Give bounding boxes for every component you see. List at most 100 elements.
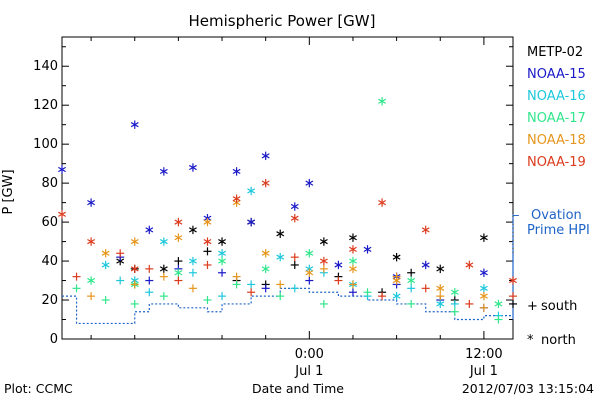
south-marker — [378, 292, 387, 301]
north-marker — [436, 284, 445, 293]
north-marker — [276, 252, 285, 262]
north-marker — [392, 291, 401, 301]
north-marker — [87, 276, 96, 285]
north-marker — [479, 291, 488, 301]
north-marker — [261, 151, 270, 161]
north-marker — [145, 225, 154, 235]
north-marker — [450, 288, 459, 297]
north-marker — [261, 264, 270, 274]
north-marker — [392, 276, 401, 285]
plot-credit: Plot: CCMC — [4, 381, 73, 396]
south-marker — [407, 284, 416, 293]
north-marker — [130, 264, 139, 274]
north-marker — [392, 252, 401, 262]
north-marker — [509, 276, 517, 285]
north-marker — [436, 264, 445, 274]
south-marker — [130, 299, 139, 308]
south-marker — [188, 284, 197, 293]
legend-entry-noaa-17: NOAA-17 — [527, 111, 586, 126]
chart-title: Hemispheric Power [GW] — [189, 12, 376, 30]
south-marker — [188, 268, 197, 277]
south-marker — [363, 288, 372, 297]
north-marker — [58, 210, 66, 219]
south-marker — [509, 299, 517, 308]
north-marker — [479, 233, 488, 242]
x-tick-time-label: 12:00 — [465, 347, 502, 362]
south-marker — [145, 276, 154, 285]
south-marker — [494, 315, 503, 324]
north-marker — [436, 299, 445, 309]
legend-ovation-dash: – — [513, 208, 520, 223]
legend-entry-metp-02: METP-02 — [527, 45, 583, 60]
legend: METP-02 NOAA-15 NOAA-16 NOAA-17 NOAA-18 NOAA-… — [513, 45, 590, 348]
north-marker — [305, 249, 314, 258]
north-marker — [290, 214, 299, 223]
north-marker — [188, 225, 197, 235]
south-marker — [159, 272, 168, 281]
south-marker — [218, 268, 227, 277]
north-marker — [203, 237, 212, 246]
data-marks — [58, 97, 517, 324]
north-marker — [174, 268, 183, 277]
north-marker — [276, 229, 285, 238]
y-tick-label: 60 — [41, 215, 58, 230]
south-marker — [305, 276, 314, 285]
south-marker — [465, 299, 474, 308]
south-marker — [247, 288, 256, 297]
y-tick-label: 80 — [41, 176, 58, 191]
south-marker — [290, 253, 299, 262]
south-marker — [436, 292, 445, 301]
south-marker — [450, 299, 459, 308]
x-tick-date-label: Jul 1 — [469, 364, 498, 379]
north-marker — [378, 97, 387, 106]
south-marker — [130, 280, 139, 289]
north-marker — [130, 120, 139, 129]
north-marker — [247, 186, 256, 196]
north-marker — [203, 217, 212, 227]
north-marker — [159, 237, 168, 246]
ovation-prime-hpi-line — [62, 214, 514, 325]
south-marker — [407, 268, 416, 277]
legend-ovation-line2: Prime HPI — [527, 223, 590, 238]
x-axis-label: Date and Time — [252, 381, 344, 396]
x-tick-date-label: Jul 1 — [294, 364, 323, 379]
north-marker — [378, 198, 387, 207]
north-marker — [130, 237, 139, 246]
legend-south-symbol: + — [527, 299, 538, 314]
south-marker — [116, 276, 125, 285]
south-marker — [203, 247, 212, 256]
plot-timestamp: 2012/07/03 13:15:04 — [462, 381, 594, 396]
north-marker — [218, 249, 226, 258]
south-marker — [145, 288, 154, 297]
y-tick-label: 20 — [41, 293, 58, 308]
legend-north-symbol: * — [527, 333, 534, 348]
south-marker — [203, 296, 212, 305]
north-marker — [232, 194, 241, 203]
north-marker — [349, 264, 357, 274]
south-marker — [276, 280, 285, 289]
south-marker — [319, 299, 328, 308]
south-marker — [348, 280, 357, 289]
south-marker — [145, 264, 154, 273]
south-marker — [247, 280, 256, 289]
north-marker — [218, 237, 226, 246]
south-marker — [276, 292, 285, 301]
north-marker — [101, 249, 110, 258]
south-marker — [290, 260, 299, 269]
south-marker — [218, 292, 227, 301]
north-marker — [421, 225, 430, 235]
south-marker — [261, 284, 270, 293]
south-marker — [101, 296, 110, 305]
north-marker — [232, 167, 241, 176]
south-marker — [450, 307, 459, 316]
legend-entry-noaa-15: NOAA-15 — [527, 67, 586, 82]
legend-entry-noaa-18: NOAA-18 — [527, 133, 586, 148]
north-marker — [479, 284, 488, 293]
legend-south-label: south — [541, 299, 577, 314]
north-marker — [349, 245, 357, 254]
north-marker — [261, 249, 270, 258]
south-marker — [174, 257, 183, 266]
north-marker — [247, 217, 256, 227]
south-marker — [421, 284, 430, 293]
